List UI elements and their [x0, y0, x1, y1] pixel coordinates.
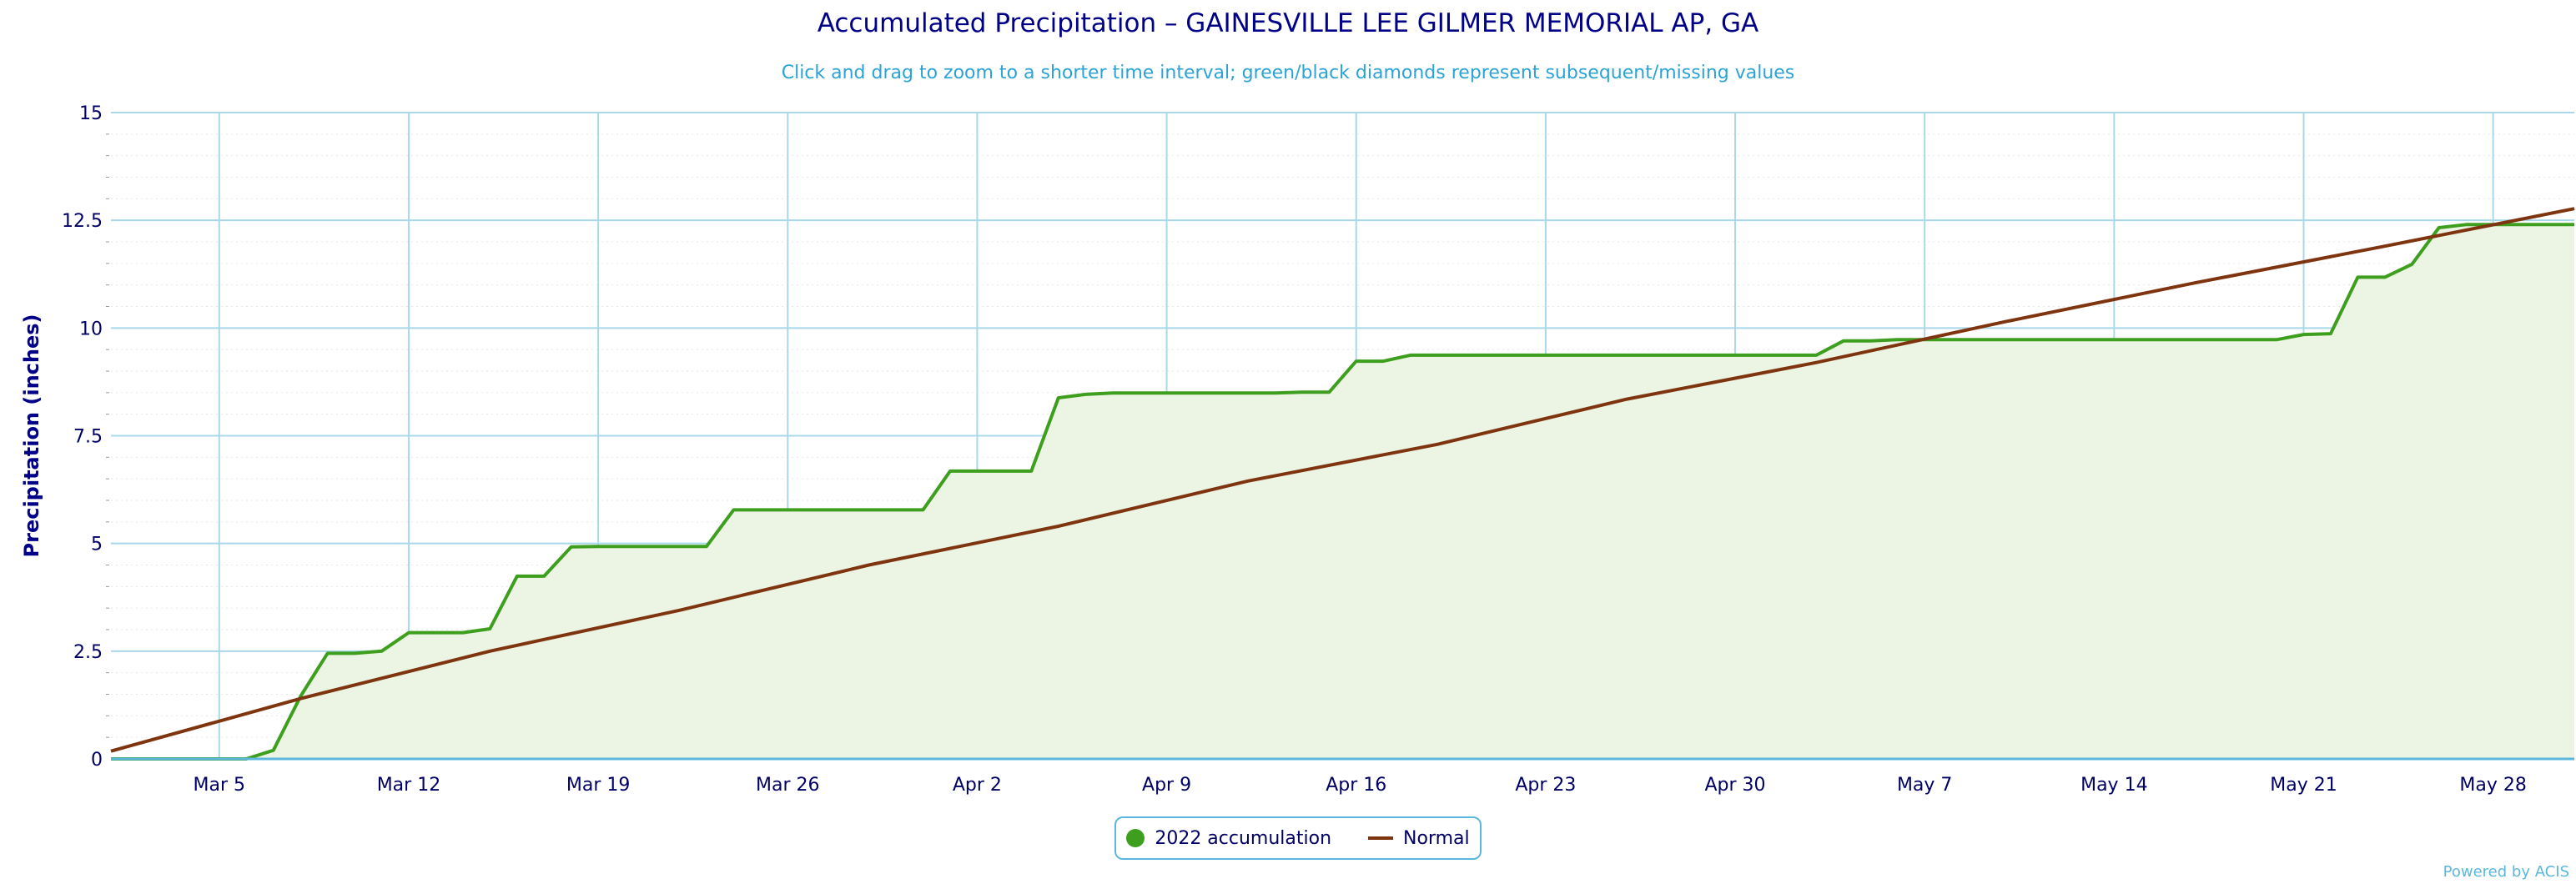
- y-tick-label: 12.5: [62, 211, 103, 232]
- y-tick-label: 7.5: [73, 427, 103, 448]
- x-tick-label: May 28: [2459, 775, 2526, 796]
- x-tick-label: Mar 12: [377, 775, 441, 796]
- x-tick-label: Apr 16: [1326, 775, 1386, 796]
- legend[interactable]: 2022 accumulation Normal: [1114, 816, 1482, 860]
- legend-label-normal: Normal: [1403, 827, 1470, 849]
- chart-title: Accumulated Precipitation – GAINESVILLE …: [817, 8, 1759, 38]
- x-tick-label: May 21: [2270, 775, 2337, 796]
- x-tick-label: Mar 5: [194, 775, 246, 796]
- acis-credit-link[interactable]: Powered by ACIS: [2443, 863, 2569, 881]
- x-tick-label: Apr 23: [1515, 775, 1576, 796]
- x-tick-label: Mar 19: [566, 775, 631, 796]
- series-line-accumulation: [111, 223, 2574, 761]
- y-tick-label: 15: [79, 103, 103, 124]
- y-tick-label: 5: [91, 535, 103, 555]
- legend-item-normal[interactable]: Normal: [1368, 828, 1470, 849]
- series-line-normal: [110, 207, 2575, 753]
- legend-item-accumulation[interactable]: 2022 accumulation: [1126, 828, 1331, 849]
- y-tick-label: 0: [91, 750, 103, 771]
- area-layer: [111, 224, 2574, 759]
- brown-line-icon: [1368, 836, 1394, 840]
- x-tick-label: May 14: [2080, 775, 2147, 796]
- x-tick-label: Apr 30: [1705, 775, 1766, 796]
- x-tick-label: Apr 2: [953, 775, 1002, 796]
- x-tick-label: Apr 9: [1142, 775, 1191, 796]
- series-area-0: [111, 224, 2574, 759]
- legend-label-accumulation: 2022 accumulation: [1155, 827, 1332, 849]
- green-dot-icon: [1126, 829, 1145, 847]
- y-axis-title: Precipitation (inches): [20, 314, 43, 558]
- line-layer: [110, 207, 2575, 761]
- y-tick-label: 10: [79, 319, 103, 339]
- x-tick-label: Mar 26: [756, 775, 820, 796]
- chart-subtitle: Click and drag to zoom to a shorter time…: [781, 63, 1795, 83]
- axes: 0 2.5 5 7.5 10 12.5 15 Mar 5 Mar 12 Mar 19 Mar 26 A…: [20, 103, 2574, 796]
- x-tick-label: May 7: [1897, 775, 1952, 796]
- y-tick-label: 2.5: [73, 642, 103, 663]
